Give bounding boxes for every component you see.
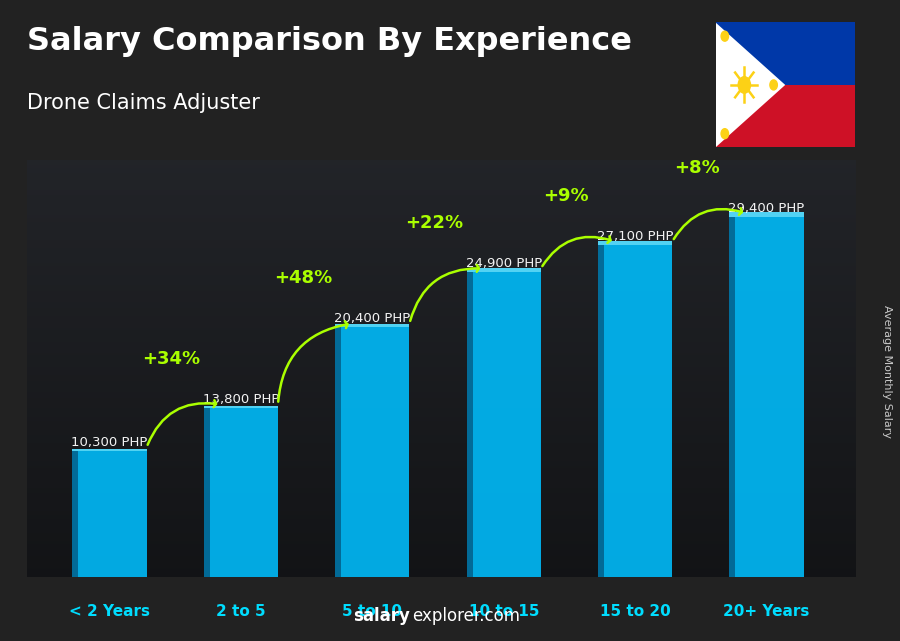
Bar <box>335 324 410 327</box>
Text: explorer.com: explorer.com <box>412 607 520 625</box>
Bar <box>72 449 147 451</box>
Bar <box>203 408 210 577</box>
Text: salary: salary <box>353 607 410 625</box>
Text: +8%: +8% <box>674 159 720 177</box>
Bar <box>730 212 804 217</box>
Bar <box>604 245 672 577</box>
Text: Salary Comparison By Experience: Salary Comparison By Experience <box>27 26 632 56</box>
Bar <box>716 85 855 147</box>
Circle shape <box>721 31 728 41</box>
Circle shape <box>770 80 778 90</box>
Text: 24,900 PHP: 24,900 PHP <box>465 256 542 270</box>
Bar <box>203 406 278 408</box>
Text: +9%: +9% <box>543 187 589 205</box>
Bar <box>466 268 541 272</box>
Text: +48%: +48% <box>274 269 332 287</box>
Bar <box>730 217 735 577</box>
Text: 27,100 PHP: 27,100 PHP <box>597 229 673 243</box>
Bar <box>598 241 672 245</box>
Text: 5 to 10: 5 to 10 <box>342 604 402 619</box>
Bar <box>598 245 604 577</box>
Circle shape <box>721 129 728 138</box>
Bar <box>716 22 855 85</box>
Text: Drone Claims Adjuster: Drone Claims Adjuster <box>27 93 260 113</box>
Polygon shape <box>716 22 785 147</box>
Circle shape <box>738 77 751 93</box>
Bar <box>335 327 341 577</box>
Text: 10 to 15: 10 to 15 <box>469 604 539 619</box>
Bar <box>466 272 472 577</box>
Text: 15 to 20: 15 to 20 <box>599 604 670 619</box>
Text: +22%: +22% <box>405 214 464 232</box>
Text: 29,400 PHP: 29,400 PHP <box>728 201 805 215</box>
Text: 10,300 PHP: 10,300 PHP <box>71 436 148 449</box>
Bar <box>735 217 804 577</box>
Bar <box>210 408 278 577</box>
Text: < 2 Years: < 2 Years <box>69 604 150 619</box>
Text: 2 to 5: 2 to 5 <box>216 604 266 619</box>
Bar <box>341 327 410 577</box>
Bar <box>72 451 78 577</box>
Text: 13,800 PHP: 13,800 PHP <box>202 393 279 406</box>
Bar <box>472 272 541 577</box>
Text: +34%: +34% <box>142 350 201 368</box>
Text: 20+ Years: 20+ Years <box>724 604 810 619</box>
Text: 20,400 PHP: 20,400 PHP <box>334 312 410 325</box>
Bar <box>78 451 147 577</box>
Text: Average Monthly Salary: Average Monthly Salary <box>881 305 892 438</box>
